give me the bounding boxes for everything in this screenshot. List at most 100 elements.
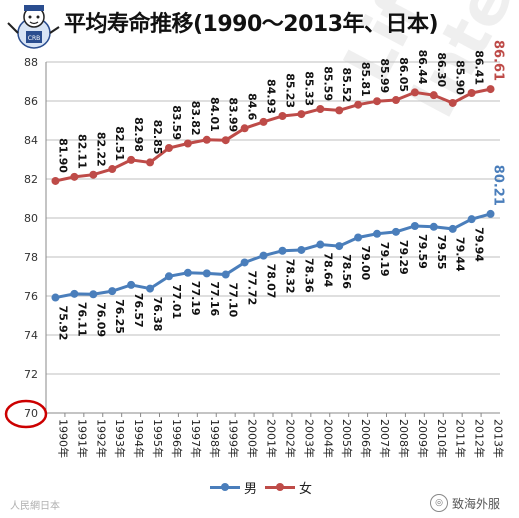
data-point-female	[354, 100, 363, 109]
data-point-female	[89, 170, 98, 179]
y-tick-labels: 70 72 74 76 78 80 82 84 86 88	[24, 56, 38, 420]
data-label-female: 82.98	[132, 117, 145, 152]
data-point-male	[183, 268, 192, 277]
data-point-male	[51, 293, 60, 302]
data-point-female	[410, 88, 419, 97]
x-tick-label: 2008年	[397, 419, 411, 458]
data-point-male	[70, 289, 79, 298]
data-point-female	[467, 89, 476, 98]
data-label-male: 78.07	[265, 264, 278, 299]
annotation-ellipse	[4, 399, 48, 429]
data-point-male	[221, 270, 230, 279]
y-tick-label: 88	[24, 56, 38, 69]
data-label-male: 78.56	[340, 254, 353, 289]
data-label-female: 84.6	[246, 93, 259, 120]
data-point-male	[354, 233, 363, 242]
data-label-female: 81.90	[56, 138, 69, 173]
legend-swatch-male	[210, 483, 240, 491]
data-point-male	[486, 209, 495, 218]
data-point-female	[429, 91, 438, 100]
data-label-female: 84.93	[265, 79, 278, 114]
x-tick-label: 1990年	[56, 419, 70, 458]
data-point-male	[146, 284, 155, 293]
x-tick-label: 1998年	[208, 419, 222, 458]
data-point-female	[335, 106, 344, 115]
legend-label-male: 男	[244, 482, 258, 497]
data-point-male	[89, 290, 98, 299]
data-point-male	[410, 221, 419, 230]
data-label-male: 77.01	[170, 284, 183, 319]
annotation	[4, 399, 48, 429]
legend-item-female: 女	[265, 478, 312, 497]
y-tick-label: 80	[24, 212, 38, 225]
y-tick-label: 84	[24, 134, 38, 147]
svg-text:CRB: CRB	[28, 35, 40, 42]
data-label-female: 82.22	[94, 132, 107, 167]
y-tick-label: 78	[24, 251, 38, 264]
data-label-male: 80.21	[491, 165, 506, 206]
data-point-male	[391, 227, 400, 236]
data-point-female	[221, 136, 230, 145]
data-point-female	[164, 143, 173, 152]
y-tick-label: 70	[24, 407, 38, 420]
x-tick-label: 1991年	[75, 419, 89, 458]
data-label-female: 85.52	[340, 68, 353, 103]
data-label-male: 77.16	[208, 281, 221, 316]
data-point-female	[278, 112, 287, 121]
x-tick-label: 2003年	[302, 419, 316, 458]
data-point-female	[108, 165, 117, 174]
data-label-male: 76.57	[132, 293, 145, 328]
data-points	[51, 85, 495, 302]
x-tick-label: 2012年	[473, 419, 487, 458]
data-point-male	[164, 272, 173, 281]
data-point-male	[316, 240, 325, 249]
data-label-male: 78.64	[321, 253, 334, 288]
data-point-male	[240, 258, 249, 267]
data-point-female	[240, 124, 249, 133]
x-tick-label: 2010年	[435, 419, 449, 458]
legend-label-female: 女	[299, 482, 313, 497]
y-tick-label: 86	[24, 95, 38, 108]
data-point-male	[278, 246, 287, 255]
data-label-female: 83.82	[189, 101, 202, 136]
x-tick-label: 1994年	[132, 419, 146, 458]
data-label-male: 78.32	[283, 259, 296, 294]
data-point-female	[486, 85, 495, 94]
data-label-female: 82.11	[75, 134, 88, 169]
data-label-male: 76.09	[94, 302, 107, 337]
line-chart: 70 72 74 76 78 80 82 84 86 88 1990年 1991年 1992年 1993…	[4, 40, 506, 458]
data-label-male: 76.38	[151, 297, 164, 332]
x-tick-label: 2013年	[492, 419, 506, 458]
data-label-male: 79.55	[435, 235, 448, 270]
data-label-male: 79.59	[416, 234, 429, 269]
legend-item-male: 男	[210, 478, 257, 497]
data-point-male	[335, 242, 344, 251]
data-point-female	[51, 176, 60, 185]
x-tick-label: 2000年	[246, 419, 260, 458]
x-tick-labels: 1990年 1991年 1992年 1993年 1994年 1995年 1996年 1997年…	[56, 419, 505, 458]
data-label-female: 86.41	[473, 50, 486, 85]
y-tick-label: 76	[24, 290, 38, 303]
chart-title: 平均寿命推移(1990～2013年、日本)	[64, 12, 439, 37]
data-point-female	[146, 158, 155, 167]
data-label-female: 86.30	[435, 52, 448, 87]
x-tick-label: 1999年	[227, 419, 241, 458]
data-label-female: 86.61	[491, 40, 506, 81]
data-label-female: 85.33	[302, 71, 315, 106]
x-tick-label: 2001年	[265, 419, 279, 458]
x-tick-label: 1992年	[94, 419, 108, 458]
data-point-female	[297, 110, 306, 119]
data-label-male: 77.72	[246, 270, 259, 305]
data-point-female	[127, 155, 136, 164]
data-point-male	[127, 280, 136, 289]
data-label-male: 79.29	[397, 240, 410, 275]
x-tick-label: 1993年	[113, 419, 127, 458]
x-tick-label: 2004年	[321, 419, 335, 458]
data-label-male: 79.94	[473, 227, 486, 262]
watermark-bottom-right-text: 致海外服	[452, 496, 501, 511]
data-point-male	[373, 229, 382, 238]
data-point-male	[202, 269, 211, 278]
data-label-female: 84.01	[208, 97, 221, 132]
data-point-male	[259, 251, 268, 260]
x-tick-label: 2011年	[454, 419, 468, 458]
